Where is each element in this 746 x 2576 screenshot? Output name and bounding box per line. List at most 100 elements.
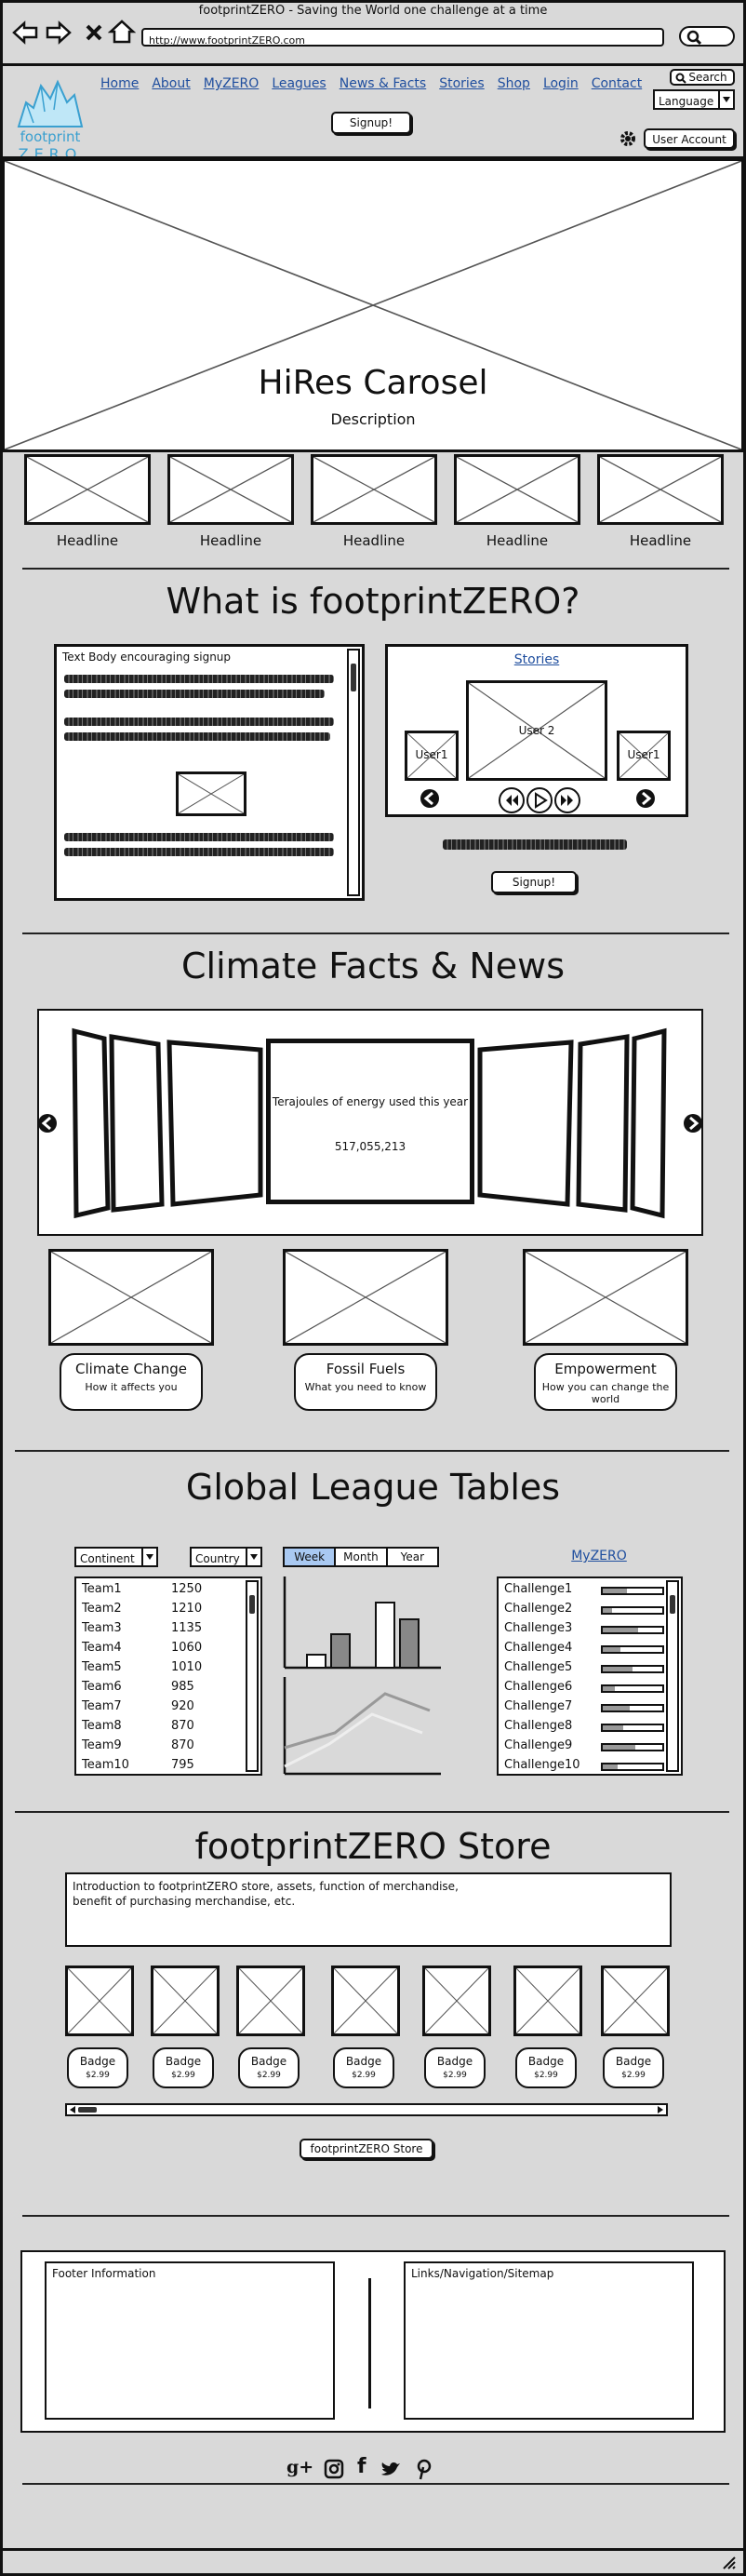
gear-icon[interactable] <box>618 128 638 149</box>
facts-prev-icon[interactable] <box>37 1113 58 1137</box>
badge-image[interactable] <box>65 1966 134 2036</box>
close-icon[interactable] <box>84 22 104 43</box>
badge-card[interactable]: Badge $2.99 <box>67 2047 128 2088</box>
language-select[interactable]: Language <box>653 89 735 110</box>
tab-month[interactable]: Month <box>336 1549 388 1565</box>
stories-link[interactable]: Stories <box>513 652 560 667</box>
table-row[interactable]: Team9 870 <box>82 1738 240 1757</box>
badge-image[interactable] <box>236 1966 305 2036</box>
play-icon[interactable] <box>526 786 553 818</box>
url-field[interactable]: http://www.footprintZERO.com <box>141 28 664 47</box>
table-row[interactable]: Team3 1135 <box>82 1621 240 1640</box>
list-item[interactable]: Challenge1 <box>504 1582 664 1601</box>
list-item[interactable]: Challenge4 <box>504 1641 664 1659</box>
header-search-button[interactable]: Search <box>670 69 735 86</box>
headline-image[interactable] <box>167 454 294 525</box>
pinterest-icon[interactable] <box>415 2458 433 2480</box>
list-item[interactable]: Challenge9 <box>504 1738 664 1757</box>
header-signup-button[interactable]: Signup! <box>331 112 411 134</box>
table-row[interactable]: Team8 870 <box>82 1719 240 1737</box>
store-horizontal-scrollbar[interactable] <box>65 2103 668 2116</box>
topic-image[interactable] <box>523 1249 688 1346</box>
table-row[interactable]: Team4 1060 <box>82 1641 240 1659</box>
site-logo[interactable]: footprint ZERO <box>13 74 87 163</box>
resize-grip-icon[interactable] <box>722 2556 737 2574</box>
list-item[interactable]: Challenge3 <box>504 1621 664 1640</box>
table-row[interactable]: Team2 1210 <box>82 1602 240 1620</box>
headline-text[interactable]: Headline <box>629 532 692 549</box>
nav-about[interactable]: About <box>152 76 191 91</box>
nav-home[interactable]: Home <box>100 76 140 91</box>
fast-forward-icon[interactable] <box>553 786 581 818</box>
badge-image[interactable] <box>331 1966 400 2036</box>
topic-card[interactable]: Empowerment How you can change the world <box>534 1353 677 1411</box>
headline-image[interactable] <box>24 454 151 525</box>
tab-week[interactable]: Week <box>285 1549 337 1565</box>
next-arrow-icon[interactable] <box>635 788 656 812</box>
facebook-icon[interactable]: f <box>357 2455 366 2478</box>
badge-card[interactable]: Badge $2.99 <box>153 2047 214 2088</box>
forward-icon[interactable] <box>45 20 73 45</box>
nav-myzero[interactable]: MyZERO <box>203 76 260 91</box>
list-item[interactable]: Challenge2 <box>504 1602 664 1620</box>
facts-carousel[interactable]: Terajoules of energy used this year 517,… <box>37 1009 703 1236</box>
list-item[interactable]: Challenge6 <box>504 1680 664 1698</box>
list-item[interactable]: Challenge10 <box>504 1758 664 1777</box>
user-account-button[interactable]: User Account <box>644 128 735 149</box>
list-item[interactable]: Challenge5 <box>504 1660 664 1679</box>
topic-card[interactable]: Fossil Fuels What you need to know <box>294 1353 437 1411</box>
topic-image[interactable] <box>283 1249 448 1346</box>
list-item[interactable]: Challenge8 <box>504 1719 664 1737</box>
rewind-icon[interactable] <box>498 786 526 818</box>
headline-image[interactable] <box>454 454 580 525</box>
myzero-link[interactable]: MyZERO <box>571 1549 627 1563</box>
badge-card[interactable]: Badge $2.99 <box>238 2047 300 2088</box>
badge-image[interactable] <box>601 1966 670 2036</box>
team-table-scrollbar[interactable] <box>246 1580 259 1772</box>
home-icon[interactable] <box>107 19 137 45</box>
headline-text[interactable]: Headline <box>199 532 262 549</box>
nav-shop[interactable]: Shop <box>497 76 530 91</box>
nav-login[interactable]: Login <box>542 76 579 91</box>
store-button[interactable]: footprintZERO Store <box>300 2139 433 2159</box>
hero-carousel[interactable]: HiRes Carosel Description <box>2 158 744 452</box>
story-user-left[interactable]: User1 <box>405 731 459 781</box>
badge-image[interactable] <box>151 1966 220 2036</box>
badge-image[interactable] <box>513 1966 582 2036</box>
nav-stories[interactable]: Stories <box>439 76 485 91</box>
challenge-table-scrollbar[interactable] <box>666 1580 679 1772</box>
instagram-icon[interactable] <box>324 2459 344 2479</box>
table-row[interactable]: Team10 795 <box>82 1758 240 1777</box>
table-row[interactable]: Team1 1250 <box>82 1582 240 1601</box>
table-row[interactable]: Team6 985 <box>82 1680 240 1698</box>
facts-next-icon[interactable] <box>683 1113 703 1137</box>
badge-card[interactable]: Badge $2.99 <box>603 2047 664 2088</box>
badge-card[interactable]: Badge $2.99 <box>424 2047 486 2088</box>
browser-search-field[interactable] <box>679 26 735 47</box>
what-signup-button[interactable]: Signup! <box>491 871 577 893</box>
country-select[interactable]: Country <box>190 1547 262 1567</box>
back-icon[interactable] <box>11 20 39 45</box>
badge-card[interactable]: Badge $2.99 <box>333 2047 394 2088</box>
headline-image[interactable] <box>311 454 437 525</box>
text-body-scrollbar[interactable] <box>347 649 360 896</box>
nav-leagues[interactable]: Leagues <box>272 76 326 91</box>
table-row[interactable]: Team7 920 <box>82 1699 240 1718</box>
list-item[interactable]: Challenge7 <box>504 1699 664 1718</box>
story-user-center[interactable]: User 2 <box>466 680 607 781</box>
topic-image[interactable] <box>48 1249 214 1346</box>
tab-year[interactable]: Year <box>400 1550 425 1563</box>
headline-text[interactable]: Headline <box>486 532 549 549</box>
table-row[interactable]: Team5 1010 <box>82 1660 240 1679</box>
badge-image[interactable] <box>422 1966 491 2036</box>
nav-contact[interactable]: Contact <box>591 76 643 91</box>
prev-arrow-icon[interactable] <box>420 788 440 812</box>
headline-text[interactable]: Headline <box>342 532 406 549</box>
headline-text[interactable]: Headline <box>56 532 119 549</box>
badge-card[interactable]: Badge $2.99 <box>515 2047 577 2088</box>
twitter-icon[interactable] <box>380 2460 402 2478</box>
google-plus-icon[interactable]: g+ <box>286 2457 314 2477</box>
headline-image[interactable] <box>597 454 724 525</box>
topic-card[interactable]: Climate Change How it affects you <box>60 1353 203 1411</box>
continent-select[interactable]: Continent <box>74 1547 158 1567</box>
